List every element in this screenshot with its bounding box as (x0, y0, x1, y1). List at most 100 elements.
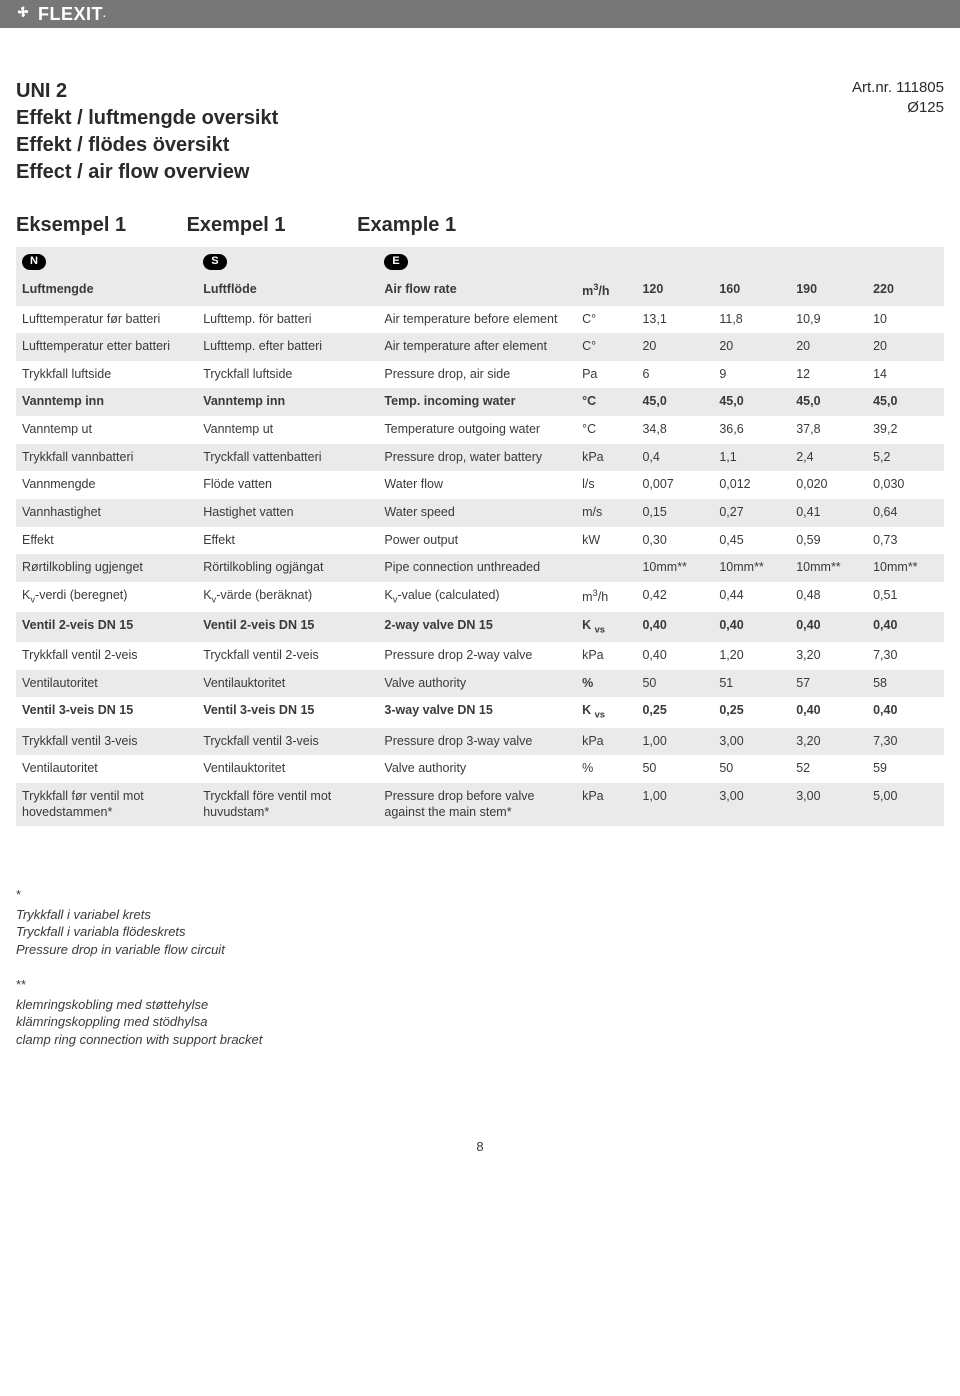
cell-value: 37,8 (790, 416, 867, 444)
cell-s: Luftflöde (197, 276, 378, 306)
cell-value: 1,20 (713, 642, 790, 670)
table-row: Rørtilkobling ugjengetRörtilkobling ogjä… (16, 554, 944, 582)
cell-value: 45,0 (867, 388, 944, 416)
artnr-line1: Art.nr. 111805 (852, 78, 944, 98)
cell-value: 50 (636, 755, 713, 783)
table-row: Lufttemperatur etter batteriLufttemp. ef… (16, 333, 944, 361)
cell-e: Valve authority (378, 755, 576, 783)
cell-e: Valve authority (378, 670, 576, 698)
cell-e: Kv-value (calculated) (378, 582, 576, 612)
cell-value: 0,59 (790, 527, 867, 555)
cell-value: 120 (636, 276, 713, 306)
cell-n: Vanntemp inn (16, 388, 197, 416)
cell-e: Pressure drop 2-way valve (378, 642, 576, 670)
article-number: Art.nr. 111805 Ø125 (852, 78, 944, 119)
cell-n: Luftmengde (16, 276, 197, 306)
cell-value: 58 (867, 670, 944, 698)
cell-n: Ventilautoritet (16, 670, 197, 698)
cell-unit: °C (576, 416, 636, 444)
cell-n: Effekt (16, 527, 197, 555)
cell-value: 0,64 (867, 499, 944, 527)
cell-unit: C° (576, 333, 636, 361)
page-content: UNI 2 Effekt / luftmengde oversikt Effek… (0, 28, 960, 1204)
cell-e: Water speed (378, 499, 576, 527)
cell-e: Power output (378, 527, 576, 555)
cell-value: 0,15 (636, 499, 713, 527)
cell-value: 0,48 (790, 582, 867, 612)
cell-value: 0,44 (713, 582, 790, 612)
artnr-line2: Ø125 (852, 98, 944, 118)
table-row: Kv-verdi (beregnet)Kv-värde (beräknat)Kv… (16, 582, 944, 612)
cell-e: Pressure drop, air side (378, 361, 576, 389)
cell-value: 0,40 (867, 612, 944, 642)
cell-value: 0,25 (713, 697, 790, 727)
title-line2: Effekt / luftmengde oversikt (16, 105, 278, 132)
cell-n: Lufttemperatur etter batteri (16, 333, 197, 361)
cell-value: 220 (867, 276, 944, 306)
cell-s: Ventil 2-veis DN 15 (197, 612, 378, 642)
cell-e: Pressure drop before valve against the m… (378, 783, 576, 826)
cell-value: 1,00 (636, 728, 713, 756)
cell-e: Temp. incoming water (378, 388, 576, 416)
cell-s: Ventilauktoritet (197, 670, 378, 698)
cell-n: Vanntemp ut (16, 416, 197, 444)
cell-value: 0,51 (867, 582, 944, 612)
cell-value: 0,40 (790, 697, 867, 727)
cell-value: 13,1 (636, 306, 713, 334)
cell-e: 3-way valve DN 15 (378, 697, 576, 727)
cell-value: 36,6 (713, 416, 790, 444)
table-row: Trykkfall før ventil mot hovedstammen*Tr… (16, 783, 944, 826)
table-row: EffektEffektPower outputkW0,300,450,590,… (16, 527, 944, 555)
title-line1: UNI 2 (16, 78, 278, 105)
cell-e: Pressure drop 3-way valve (378, 728, 576, 756)
table-row: Trykkfall vannbatteriTryckfall vattenbat… (16, 444, 944, 472)
cell-unit: % (576, 670, 636, 698)
cell-s: Vanntemp inn (197, 388, 378, 416)
cell-value: 50 (713, 755, 790, 783)
cell-n: Kv-verdi (beregnet) (16, 582, 197, 612)
cell-value: 0,30 (636, 527, 713, 555)
cell-unit: kPa (576, 444, 636, 472)
cell-value: 0,73 (867, 527, 944, 555)
table-row: VannhastighetHastighet vattenWater speed… (16, 499, 944, 527)
cell-value: 10mm** (713, 554, 790, 582)
cell-value: 9 (713, 361, 790, 389)
cell-value: 7,30 (867, 728, 944, 756)
footnotes: * Trykkfall i variabel krets Tryckfall i… (16, 886, 944, 1048)
table-row: VentilautoritetVentilauktoritetValve aut… (16, 755, 944, 783)
cell-n: Vannmengde (16, 471, 197, 499)
table-row: Vanntemp utVanntemp utTemperature outgoi… (16, 416, 944, 444)
cell-value: 3,00 (790, 783, 867, 826)
table-row: Lufttemperatur før batteriLufttemp. för … (16, 306, 944, 334)
cell-value: 39,2 (867, 416, 944, 444)
cell-value: 20 (713, 333, 790, 361)
cell-unit: °C (576, 388, 636, 416)
table-row: Trykkfall luftsideTryckfall luftsidePres… (16, 361, 944, 389)
table-row: VannmengdeFlöde vattenWater flowl/s0,007… (16, 471, 944, 499)
cell-s: Effekt (197, 527, 378, 555)
footnote-1: * Trykkfall i variabel krets Tryckfall i… (16, 886, 944, 958)
cell-e: Temperature outgoing water (378, 416, 576, 444)
cell-s: Ventil 3-veis DN 15 (197, 697, 378, 727)
cell-value: 52 (790, 755, 867, 783)
cell-unit: kPa (576, 728, 636, 756)
fan-icon (14, 5, 32, 23)
cell-value: 51 (713, 670, 790, 698)
cell-n: Ventil 3-veis DN 15 (16, 697, 197, 727)
cell-e: Pipe connection unthreaded (378, 554, 576, 582)
footnote-1-line: Tryckfall i variabla flödeskrets (16, 923, 944, 941)
table-row: Vanntemp innVanntemp innTemp. incoming w… (16, 388, 944, 416)
cell-value: 0,40 (713, 612, 790, 642)
cell-n: Trykkfall vannbatteri (16, 444, 197, 472)
cell-unit: C° (576, 306, 636, 334)
cell-n: Trykkfall ventil 3-veis (16, 728, 197, 756)
cell-value: 10 (867, 306, 944, 334)
table-row: Ventil 3-veis DN 15Ventil 3-veis DN 153-… (16, 697, 944, 727)
footnote-1-line: Pressure drop in variable flow circuit (16, 941, 944, 959)
cell-s: Ventilauktoritet (197, 755, 378, 783)
cell-value: 3,20 (790, 642, 867, 670)
cell-unit (576, 554, 636, 582)
cell-n: Lufttemperatur før batteri (16, 306, 197, 334)
cell-unit: m3/h (576, 276, 636, 306)
example-label-row: Eksempel 1 Exempel 1 Example 1 (16, 214, 944, 237)
